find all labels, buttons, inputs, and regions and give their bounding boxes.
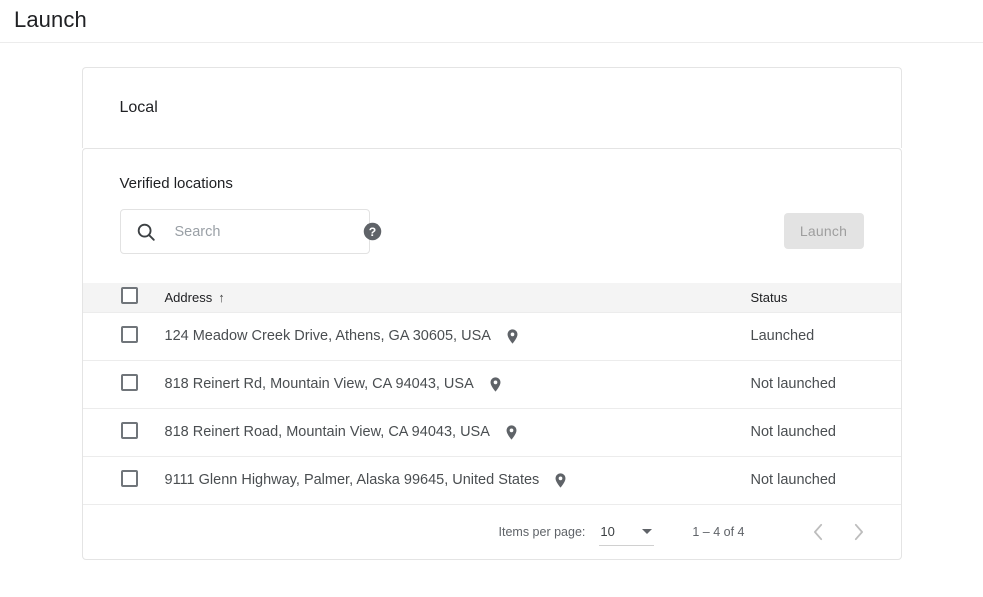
row-select-cell (83, 312, 165, 360)
select-all-header (82, 283, 165, 313)
row-address-label: 124 Meadow Creek Drive, Athens, GA 30605… (164, 328, 491, 344)
table-row[interactable]: 124 Meadow Creek Drive, Athens, GA 30605… (82, 312, 901, 360)
row-address-label: 818 Reinert Road, Mountain View, CA 9404… (164, 424, 490, 440)
next-page-button[interactable] (839, 512, 879, 552)
row-checkbox[interactable] (120, 373, 138, 391)
select-all-checkbox[interactable] (120, 287, 138, 305)
app-toolbar: Launch (0, 0, 983, 43)
paginator: Items per page: 10 1 – 4 of 4 (83, 505, 901, 559)
section-header: Verified locations (83, 149, 901, 192)
row-status-cell: Not launched (750, 424, 836, 440)
card-stack: Local Verified locations (81, 67, 902, 560)
row-checkbox[interactable] (120, 421, 138, 439)
search-field[interactable]: ? (119, 209, 381, 254)
row-checkbox[interactable] (120, 325, 138, 343)
location-pin-icon[interactable] (504, 326, 521, 347)
section-title: Verified locations (119, 175, 233, 192)
sort-ascending-arrow-icon: ↑ (218, 289, 225, 305)
row-address-cell: 818 Reinert Rd, Mountain View, CA 94043,… (165, 360, 751, 408)
row-status-cell: Not launched (750, 472, 836, 488)
status-column-header[interactable]: Status (750, 283, 901, 313)
local-card-title: Local (119, 99, 158, 116)
chevron-left-icon (814, 523, 823, 540)
search-icon (135, 221, 157, 243)
address-sort-toggle[interactable]: Address ↑ (165, 290, 225, 305)
location-pin-icon[interactable] (552, 470, 569, 491)
controls-row: ? Launch (83, 192, 901, 254)
address-header-label: Address (164, 289, 213, 305)
search-input[interactable] (156, 223, 362, 240)
row-address-cell: 124 Meadow Creek Drive, Athens, GA 30605… (165, 312, 751, 360)
locations-table-wrapper: Address ↑ Status (82, 283, 901, 505)
chevron-right-icon (854, 523, 863, 540)
items-per-page-label: Items per page: (498, 524, 586, 539)
row-status-cell: Launched (750, 328, 815, 344)
row-select-cell (83, 408, 165, 456)
chevron-down-icon (642, 528, 653, 534)
local-card: Local (81, 67, 902, 148)
page-title: Launch (14, 7, 87, 32)
table-head: Address ↑ Status (82, 283, 901, 313)
row-address-label: 9111 Glenn Highway, Palmer, Alaska 99645… (164, 472, 540, 488)
row-address-cell: 818 Reinert Road, Mountain View, CA 9404… (165, 408, 751, 456)
table-header-row: Address ↑ Status (82, 283, 901, 313)
row-address-label: 818 Reinert Rd, Mountain View, CA 94043,… (164, 376, 474, 392)
row-checkbox[interactable] (120, 469, 138, 487)
table-row[interactable]: 818 Reinert Rd, Mountain View, CA 94043,… (82, 360, 901, 408)
table-body: 124 Meadow Creek Drive, Athens, GA 30605… (82, 312, 901, 504)
table-row[interactable]: 818 Reinert Road, Mountain View, CA 9404… (82, 408, 901, 456)
row-address-cell: 9111 Glenn Highway, Palmer, Alaska 99645… (165, 456, 751, 504)
address-column-header[interactable]: Address ↑ (164, 283, 751, 313)
svg-text:?: ? (368, 225, 375, 239)
locations-table: Address ↑ Status (82, 283, 901, 505)
items-per-page-value: 10 (600, 523, 615, 539)
row-status-cell: Not launched (750, 376, 836, 392)
row-select-cell (83, 360, 165, 408)
location-pin-icon[interactable] (487, 374, 504, 395)
help-circle-icon[interactable]: ? (362, 221, 383, 242)
pagination-range-label: 1 – 4 of 4 (692, 524, 745, 539)
launch-button[interactable]: Launch (783, 213, 864, 249)
items-per-page-select[interactable]: 10 (599, 517, 655, 546)
page-body: Local Verified locations (0, 43, 983, 560)
location-pin-icon[interactable] (503, 422, 520, 443)
verified-locations-card: Verified locations ? (81, 148, 902, 560)
table-row[interactable]: 9111 Glenn Highway, Palmer, Alaska 99645… (82, 456, 901, 504)
status-header-label: Status (750, 289, 788, 305)
row-select-cell (83, 456, 165, 504)
previous-page-button[interactable] (799, 512, 839, 552)
